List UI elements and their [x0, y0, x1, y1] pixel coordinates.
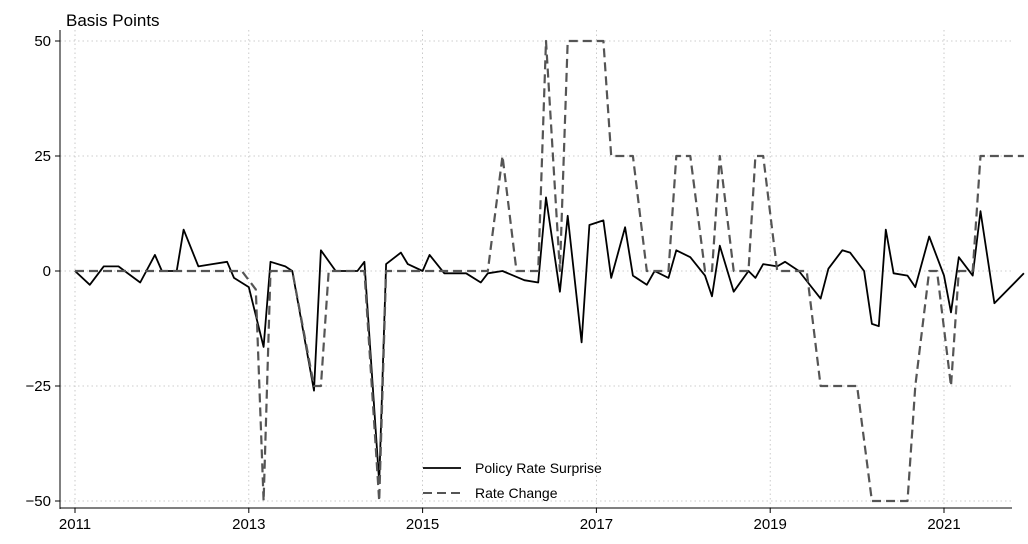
y-tick-label: −50 — [26, 493, 51, 510]
y-axis-title: Basis Points — [66, 11, 160, 30]
x-tick-label: 2017 — [580, 516, 613, 533]
legend-label: Rate Change — [475, 485, 558, 501]
legend: Policy Rate Surprise Rate Change — [423, 460, 602, 501]
x-tick-label: 2011 — [59, 516, 91, 533]
y-tick-label: 25 — [34, 148, 51, 165]
policy-rate-surprise-line — [74, 196, 1025, 484]
rate-change-line — [75, 39, 1024, 503]
x-tick-label: 2013 — [232, 516, 265, 533]
x-tick-label: 2015 — [406, 516, 439, 533]
y-tick-label: −25 — [26, 378, 51, 395]
legend-label: Policy Rate Surprise — [475, 460, 602, 476]
x-tick-label: 2021 — [927, 516, 960, 533]
y-tick-label: 0 — [43, 263, 51, 280]
axes: −50 −25 0 25 50 2011 2013 2015 2017 2019 2021 — [26, 30, 1012, 533]
x-tick-label: 2019 — [754, 516, 787, 533]
series-layer — [74, 39, 1025, 503]
y-tick-label: 50 — [34, 33, 51, 50]
